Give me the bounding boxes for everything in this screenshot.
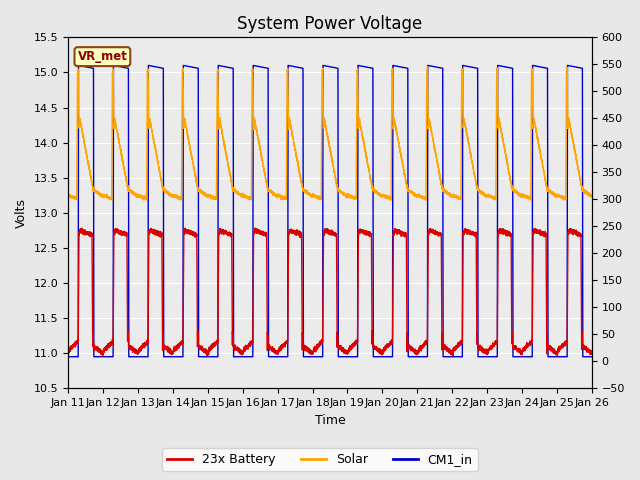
Text: VR_met: VR_met [77, 50, 127, 63]
23x Battery [452, 345, 460, 351]
Line: CM1_in: CM1_in [68, 65, 592, 357]
Solar [90, 188, 98, 194]
CM1_in [481, 354, 488, 360]
CM1_in [254, 63, 262, 69]
Solar [481, 192, 488, 198]
Legend: 23x Battery, Solar, CM1_in: 23x Battery, Solar, CM1_in [163, 448, 477, 471]
Solar [374, 191, 382, 197]
Line: 23x Battery: 23x Battery [68, 228, 592, 356]
CM1_in [75, 62, 83, 68]
Line: Solar: Solar [68, 67, 592, 200]
Solar [452, 193, 460, 199]
23x Battery [64, 351, 72, 357]
23x Battery [397, 230, 405, 236]
23x Battery [252, 225, 259, 231]
23x Battery [90, 345, 98, 350]
Solar [424, 64, 431, 70]
Solar [397, 153, 404, 158]
Title: System Power Voltage: System Power Voltage [237, 15, 422, 33]
CM1_in [91, 354, 99, 360]
CM1_in [397, 64, 404, 70]
23x Battery [99, 353, 106, 359]
23x Battery [588, 351, 596, 357]
CM1_in [374, 354, 382, 360]
Solar [422, 197, 429, 203]
Y-axis label: Volts: Volts [15, 198, 28, 228]
23x Battery [481, 348, 488, 354]
CM1_in [588, 354, 596, 360]
23x Battery [254, 229, 262, 235]
Solar [588, 192, 596, 198]
X-axis label: Time: Time [315, 414, 346, 427]
Solar [64, 194, 72, 200]
23x Battery [374, 348, 382, 353]
CM1_in [452, 354, 460, 360]
CM1_in [64, 354, 72, 360]
Solar [254, 133, 262, 139]
